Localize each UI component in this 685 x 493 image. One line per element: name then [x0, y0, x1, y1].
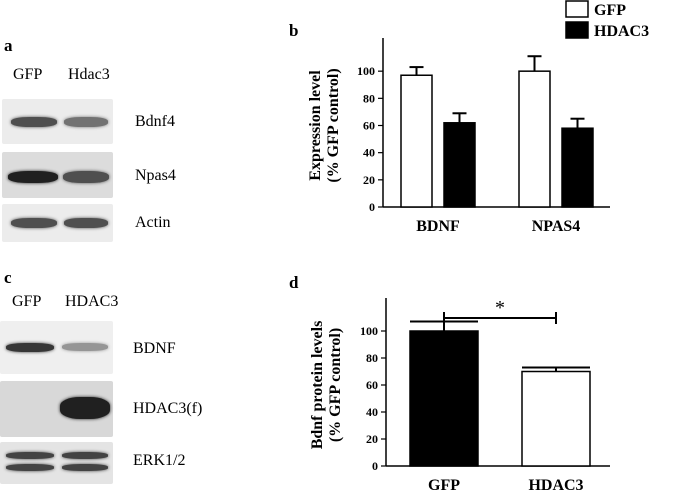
- blot-band: [6, 452, 54, 459]
- panel-a-lane-hdac3: Hdac3: [68, 66, 110, 83]
- gel-bdnf4: [2, 99, 113, 144]
- blot-band: [60, 397, 110, 419]
- bar: [443, 122, 476, 208]
- y-tick-label: 20: [366, 432, 378, 446]
- blot-label-hdac3f: HDAC3(f): [133, 400, 203, 417]
- x-tick-label: GFP: [428, 477, 460, 493]
- panel-a-lane-gfp: GFP: [13, 66, 43, 83]
- x-tick-label: HDAC3: [528, 477, 583, 493]
- panel-a-letter: a: [4, 36, 13, 55]
- gel-band: [8, 171, 58, 183]
- blot-bdnf: [0, 321, 113, 374]
- panel-c-lane-hdac3: HDAC3: [65, 293, 119, 310]
- y-axis-label: (% GFP control): [325, 68, 342, 182]
- bar: [561, 127, 594, 208]
- y-tick-label: 100: [360, 324, 378, 338]
- x-tick-label: BDNF: [416, 218, 460, 235]
- legend-swatch: [565, 0, 589, 18]
- y-tick-label: 60: [363, 119, 375, 133]
- y-tick-label: 80: [366, 351, 378, 365]
- legend-label: HDAC3: [594, 23, 649, 40]
- bar: [521, 370, 591, 467]
- y-axis-label: Expression level: [307, 70, 324, 181]
- blot-band: [6, 464, 54, 471]
- bar: [400, 74, 433, 208]
- y-tick-label: 60: [366, 378, 378, 392]
- gel-npas4: [2, 152, 113, 198]
- gel-label-bdnf4: Bdnf4: [135, 113, 175, 130]
- panel-c-lane-gfp: GFP: [12, 293, 42, 310]
- bar: [518, 70, 551, 208]
- panel-c-letter: c: [4, 268, 12, 287]
- gel-band: [64, 117, 108, 127]
- bar: [409, 330, 479, 467]
- gel-band: [63, 171, 109, 183]
- y-tick-label: 0: [372, 459, 378, 473]
- y-tick-label: 40: [366, 405, 378, 419]
- gel-actin: [2, 204, 113, 242]
- gel-band: [11, 218, 57, 228]
- blot-band: [62, 452, 108, 459]
- blot-band: [62, 464, 108, 471]
- blot-label-bdnf: BDNF: [133, 340, 176, 357]
- gel-label-npas4: Npas4: [135, 167, 176, 184]
- gel-label-actin: Actin: [135, 214, 171, 231]
- blot-hdac3f: [0, 381, 113, 437]
- gel-band: [64, 218, 108, 228]
- y-tick-label: 100: [357, 64, 375, 78]
- significance-star: *: [495, 297, 505, 319]
- y-axis-label: Bdnf protein levels: [309, 321, 326, 450]
- y-axis-label: (% GFP control): [327, 328, 344, 442]
- y-tick-label: 40: [363, 146, 375, 160]
- y-tick-label: 0: [369, 200, 375, 214]
- gel-band: [11, 117, 57, 127]
- blot-label-erk12: ERK1/2: [133, 452, 186, 469]
- panel-b-letter: b: [289, 21, 299, 40]
- blot-band: [62, 343, 108, 351]
- y-tick-label: 80: [363, 91, 375, 105]
- blot-erk12: [0, 442, 113, 484]
- x-tick-label: NPAS4: [532, 218, 581, 235]
- y-tick-label: 20: [363, 173, 375, 187]
- blot-band: [6, 343, 54, 352]
- legend-label: GFP: [594, 2, 626, 19]
- legend-swatch: [565, 21, 589, 39]
- panel-d-letter: d: [289, 273, 299, 292]
